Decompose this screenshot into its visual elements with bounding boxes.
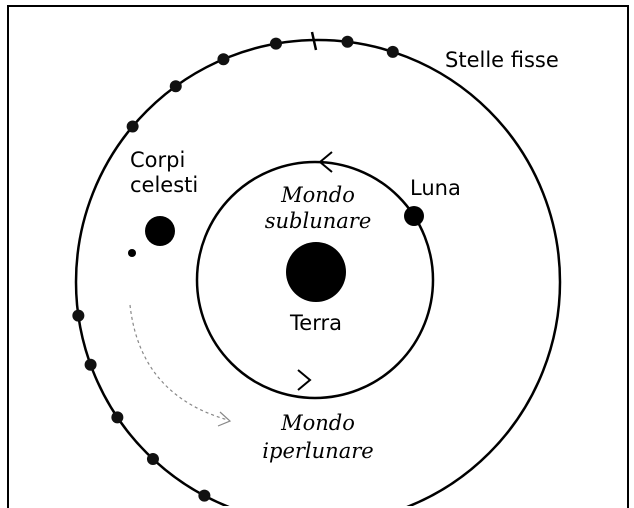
star xyxy=(111,411,123,423)
earth xyxy=(286,242,346,302)
label: Terra xyxy=(289,311,342,335)
star xyxy=(270,38,282,50)
star xyxy=(72,310,84,322)
star xyxy=(147,453,159,465)
label: iperlunare xyxy=(262,439,373,463)
label: Luna xyxy=(410,176,461,200)
motion-arrow xyxy=(130,305,228,420)
star xyxy=(85,359,97,371)
label: Mondo xyxy=(280,411,355,435)
moon xyxy=(404,206,424,226)
star xyxy=(217,53,229,65)
star xyxy=(387,46,399,58)
star xyxy=(127,120,139,132)
diagram: Stelle fisse Corpi celesti Luna Mondo su… xyxy=(0,0,634,508)
label: Stelle fisse xyxy=(445,48,559,72)
star xyxy=(198,490,210,502)
planet xyxy=(128,249,136,257)
label: sublunare xyxy=(265,209,372,233)
label: Corpi xyxy=(130,148,185,172)
star xyxy=(170,80,182,92)
label: Mondo xyxy=(280,183,355,207)
label: celesti xyxy=(130,173,198,197)
arrow-head xyxy=(298,370,310,390)
planet xyxy=(145,216,175,246)
star xyxy=(341,36,353,48)
